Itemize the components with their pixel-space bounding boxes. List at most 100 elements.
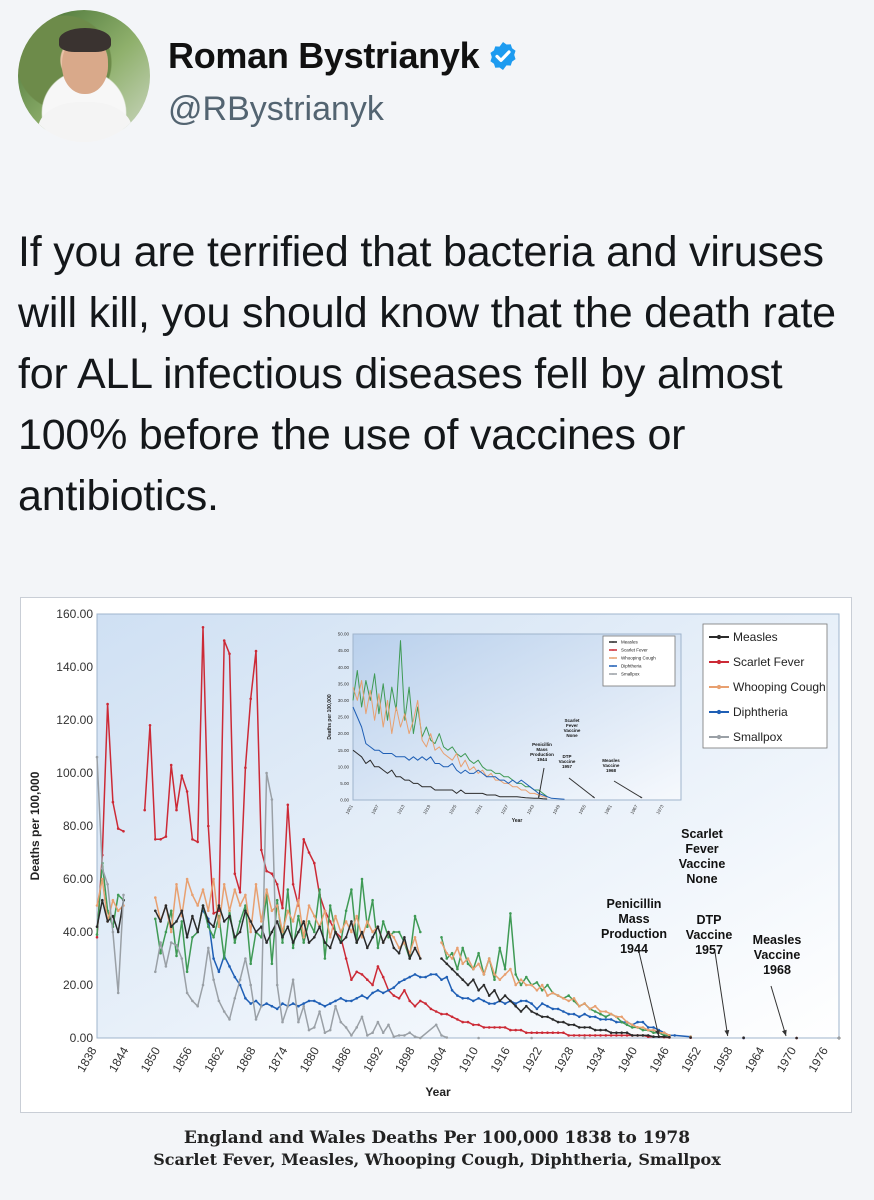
- main-point: [249, 962, 252, 966]
- main-point: [207, 824, 210, 828]
- main-point: [657, 1035, 661, 1038]
- main-point: [334, 914, 337, 918]
- main-x-tick-label: 1910: [456, 1044, 482, 1074]
- main-point: [578, 1015, 581, 1019]
- main-point: [307, 1028, 311, 1032]
- main-point: [313, 914, 316, 918]
- main-point: [265, 1002, 268, 1005]
- tweet-header: Roman Bystrianyk @RBystrianyk: [18, 10, 858, 142]
- main-point: [636, 1020, 639, 1024]
- inset-annotation-arrowhead: [592, 796, 595, 798]
- main-y-tick-label: 100.00: [56, 766, 93, 780]
- main-point: [535, 1031, 539, 1034]
- inset-legend-marker: [612, 665, 614, 667]
- main-point: [196, 904, 199, 907]
- main-point: [366, 978, 369, 981]
- user-handle[interactable]: @RBystrianyk: [168, 90, 384, 128]
- main-x-tick-label: 1850: [138, 1044, 164, 1074]
- main-point: [275, 1007, 279, 1011]
- main-point: [175, 944, 178, 947]
- main-annotation-text: Vaccine: [686, 928, 733, 942]
- main-x-tick-label: 1898: [392, 1044, 418, 1074]
- main-point: [646, 1028, 650, 1032]
- main-y-tick-label: 20.00: [63, 978, 93, 992]
- inset-annotation-arrow: [613, 780, 643, 799]
- main-point: [101, 898, 104, 902]
- main-point: [270, 872, 274, 875]
- main-point: [392, 946, 396, 950]
- main-point: [599, 1010, 602, 1013]
- inset-x-tick-label: 1937: [500, 804, 510, 816]
- inset-x-tick-label: 1913: [396, 804, 406, 816]
- main-point: [652, 1035, 655, 1038]
- main-point: [328, 946, 332, 950]
- main-point: [339, 941, 343, 944]
- main-point: [366, 925, 369, 928]
- inset-x-tick-label: 1919: [422, 804, 432, 816]
- main-point: [281, 1020, 284, 1024]
- main-point: [641, 1020, 645, 1024]
- main-point: [154, 838, 157, 841]
- main-point: [551, 1031, 555, 1034]
- main-point: [212, 957, 215, 960]
- main-point: [222, 920, 226, 923]
- main-point: [466, 962, 470, 966]
- main-point: [376, 1020, 380, 1024]
- main-point: [95, 933, 99, 936]
- main-point: [556, 1007, 560, 1011]
- main-point: [122, 893, 125, 897]
- display-name[interactable]: Roman Bystrianyk: [168, 35, 480, 76]
- main-point: [509, 912, 512, 915]
- main-point: [217, 904, 221, 907]
- caption-line-1: England and Wales Deaths Per 100,000 183…: [183, 1128, 691, 1148]
- main-point: [456, 967, 459, 971]
- main-point: [625, 1020, 629, 1024]
- main-point: [419, 1036, 422, 1040]
- main-point: [95, 904, 99, 907]
- main-annotation-text: 1944: [620, 942, 648, 956]
- main-point: [540, 1031, 544, 1034]
- inset-legend: Measles Scarlet Fever Whooping Cough Diphth…: [602, 635, 676, 687]
- main-point: [572, 1012, 576, 1016]
- main-point: [535, 981, 539, 984]
- main-point: [302, 936, 306, 939]
- main-point: [583, 1012, 586, 1016]
- main-point: [514, 1028, 517, 1032]
- main-point: [360, 973, 364, 976]
- inset-annotation-text: Production: [530, 752, 554, 757]
- main-point: [450, 951, 454, 955]
- main-point: [646, 1026, 650, 1029]
- main-point: [503, 967, 507, 971]
- main-point: [482, 999, 486, 1003]
- inset-x-tick-label: 1973: [655, 804, 665, 816]
- main-point: [646, 1034, 650, 1037]
- main-point: [413, 936, 417, 939]
- main-point: [228, 965, 231, 968]
- inset-y-tick-label: 20.00: [338, 731, 350, 736]
- main-point: [291, 1002, 295, 1005]
- main-point: [440, 978, 443, 981]
- avatar[interactable]: [18, 10, 150, 142]
- main-point: [238, 930, 242, 934]
- main-x-tick-label: 1946: [647, 1044, 673, 1074]
- main-point: [254, 999, 258, 1003]
- main-x-tick-label: 1886: [329, 1044, 355, 1074]
- main-point: [609, 1031, 613, 1034]
- inset-legend-marker: [612, 641, 614, 643]
- main-legend-marker: [716, 734, 722, 740]
- main-point: [366, 946, 369, 950]
- main-point: [275, 883, 279, 886]
- main-point: [169, 763, 173, 767]
- inset-y-tick-label: 5.00: [340, 781, 349, 786]
- main-point: [270, 909, 274, 913]
- main-point: [169, 941, 173, 944]
- main-point: [207, 920, 210, 923]
- main-point: [191, 936, 194, 939]
- main-point: [620, 1015, 623, 1019]
- main-point: [413, 1035, 417, 1038]
- inset-annotation-text: Vaccine: [603, 763, 620, 768]
- main-point: [360, 1015, 364, 1019]
- main-point: [249, 920, 252, 923]
- main-point: [217, 999, 221, 1003]
- main-point: [503, 1026, 507, 1029]
